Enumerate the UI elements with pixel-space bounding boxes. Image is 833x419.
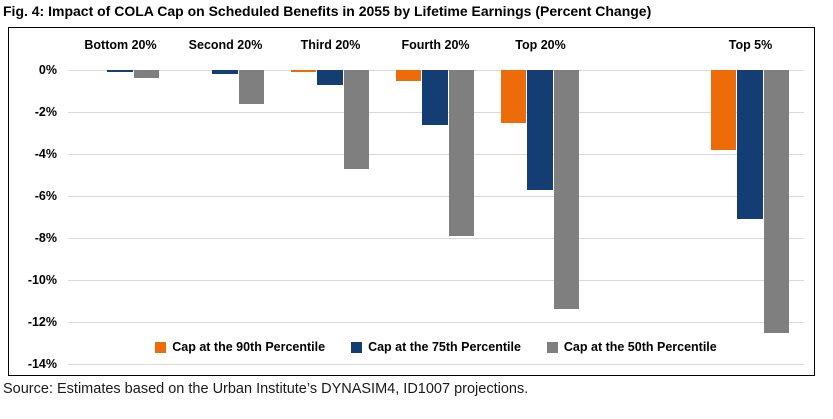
category-label: Third 20% xyxy=(300,38,361,52)
y-tick-label: -12% xyxy=(27,315,57,329)
bar xyxy=(291,70,317,73)
category-label: Bottom 20% xyxy=(84,38,157,52)
legend-label-cap-75th: Cap at the 75th Percentile xyxy=(368,340,521,354)
bar xyxy=(553,70,579,310)
legend-item-cap-75th: Cap at the 75th Percentile xyxy=(351,340,521,354)
legend-item-cap-50th: Cap at the 50th Percentile xyxy=(546,340,717,354)
legend-swatch-orange xyxy=(155,341,167,353)
bar xyxy=(238,70,264,104)
bar xyxy=(422,70,448,125)
y-tick-label: 0% xyxy=(38,63,57,77)
bar xyxy=(396,70,422,81)
category-label: Second 20% xyxy=(188,38,263,52)
bar xyxy=(763,70,789,333)
source-note: Source: Estimates based on the Urban Ins… xyxy=(3,381,529,397)
category-label: Top 20% xyxy=(515,38,566,52)
chart-plot-area: 0% -2% -4% -6% -8% -10% -12% -14% Bottom 20% Sec… xyxy=(8,27,815,376)
y-tick-label: -8% xyxy=(34,231,57,245)
legend-label-cap-50th: Cap at the 50th Percentile xyxy=(563,340,717,354)
chart-legend: Cap at the 90th Percentile Cap at the 75… xyxy=(68,340,804,354)
chart-title: Fig. 4: Impact of COLA Cap on Scheduled … xyxy=(3,3,652,19)
legend-swatch-navy xyxy=(351,341,363,353)
y-tick-label: -14% xyxy=(27,357,57,371)
legend-swatch-gray xyxy=(546,341,558,353)
y-tick-label: -10% xyxy=(27,273,57,287)
legend-label-cap-90th: Cap at the 90th Percentile xyxy=(172,340,326,354)
bar xyxy=(527,70,553,190)
bar xyxy=(212,70,238,75)
y-tick-label: -6% xyxy=(34,189,57,203)
gridline xyxy=(68,154,804,155)
bar xyxy=(133,70,159,79)
bar xyxy=(448,70,474,236)
legend-item-cap-90th: Cap at the 90th Percentile xyxy=(155,340,325,354)
bar xyxy=(501,70,527,123)
bar xyxy=(711,70,737,150)
category-label: Fourth 20% xyxy=(401,38,470,52)
y-tick-label: -2% xyxy=(34,105,57,119)
gridline xyxy=(68,238,804,239)
bar xyxy=(343,70,369,169)
gridline xyxy=(68,196,804,197)
y-tick-label: -4% xyxy=(34,147,57,161)
category-label: Top 5% xyxy=(728,38,773,52)
gridline xyxy=(68,322,804,323)
bar xyxy=(107,70,133,73)
bar xyxy=(737,70,763,220)
bar xyxy=(317,70,343,85)
gridline xyxy=(68,280,804,281)
gridline xyxy=(68,364,804,365)
